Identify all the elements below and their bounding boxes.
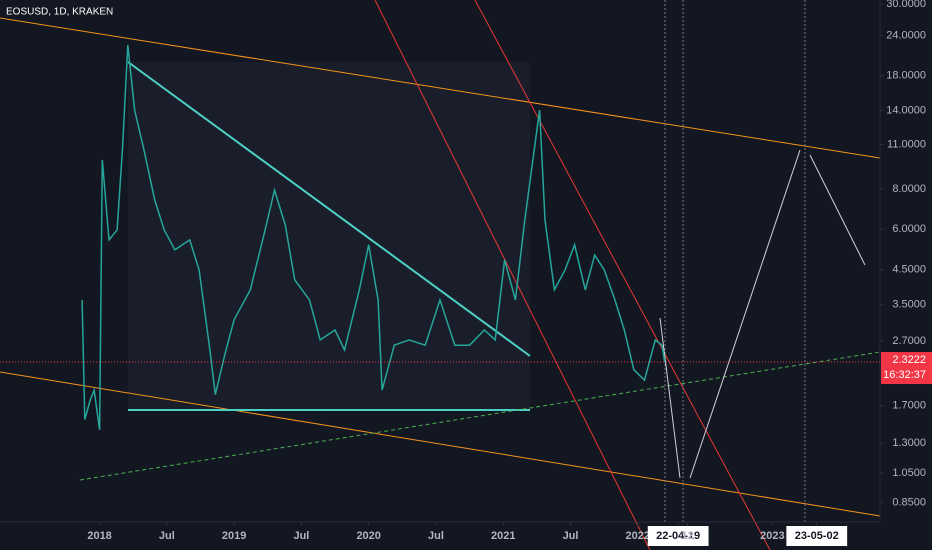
x-tick-label: 23-05-02: [795, 530, 839, 542]
x-tick-label: Jul: [563, 530, 579, 542]
y-tick-label: 14.0000: [886, 105, 926, 117]
last-price-box: [881, 352, 932, 385]
y-tick-label: 1.7000: [892, 400, 926, 412]
y-tick-label: 18.0000: [886, 69, 926, 81]
y-tick-label: 2.7000: [892, 335, 926, 347]
x-tick-label: Jul: [159, 530, 175, 542]
x-tick-label: 2023: [760, 530, 784, 542]
x-tick-label: 12: [681, 530, 693, 542]
x-tick-label: 2019: [222, 530, 246, 542]
y-tick-label: 1.3000: [892, 437, 926, 449]
chart-title: EOSUSD, 1D, KRAKEN: [6, 7, 113, 18]
y-tick-label: 0.8500: [892, 497, 926, 509]
y-tick-label: 8.0000: [892, 183, 926, 195]
price-axis: [880, 0, 932, 550]
triangle-zone: [128, 62, 530, 410]
projection-arrow: [659, 317, 681, 479]
countdown-label: 16:32:37: [883, 369, 926, 381]
x-tick-label: Jul: [293, 530, 309, 542]
x-tick-label: 2021: [491, 530, 515, 542]
y-tick-label: 4.5000: [892, 263, 926, 275]
last-price-label: 2.3222: [892, 354, 926, 366]
trendline: [0, 371, 881, 517]
channel-line: [474, 0, 771, 550]
date-marker: [786, 526, 848, 546]
x-tick-label: 2022: [626, 530, 650, 542]
x-tick-label: Jul: [428, 530, 444, 542]
projection-arrow: [689, 149, 801, 479]
y-tick-label: 1.0500: [892, 467, 926, 479]
x-tick-label: 22-04-19: [656, 530, 700, 542]
x-tick-label: 2020: [356, 530, 380, 542]
y-tick-label: 6.0000: [892, 223, 926, 235]
x-tick-label: 2018: [87, 530, 111, 542]
trendline: [79, 351, 881, 481]
projection-arrow: [809, 154, 866, 266]
channel-line: [374, 0, 651, 550]
date-marker: [647, 526, 709, 546]
y-tick-label: 30.0000: [886, 0, 926, 10]
trendline: [0, 17, 881, 159]
y-tick-label: 11.0000: [887, 138, 926, 150]
trendline: [127, 61, 531, 357]
price-line: [81, 44, 666, 431]
y-tick-label: 3.5000: [892, 299, 926, 311]
y-tick-label: 24.0000: [886, 29, 926, 41]
